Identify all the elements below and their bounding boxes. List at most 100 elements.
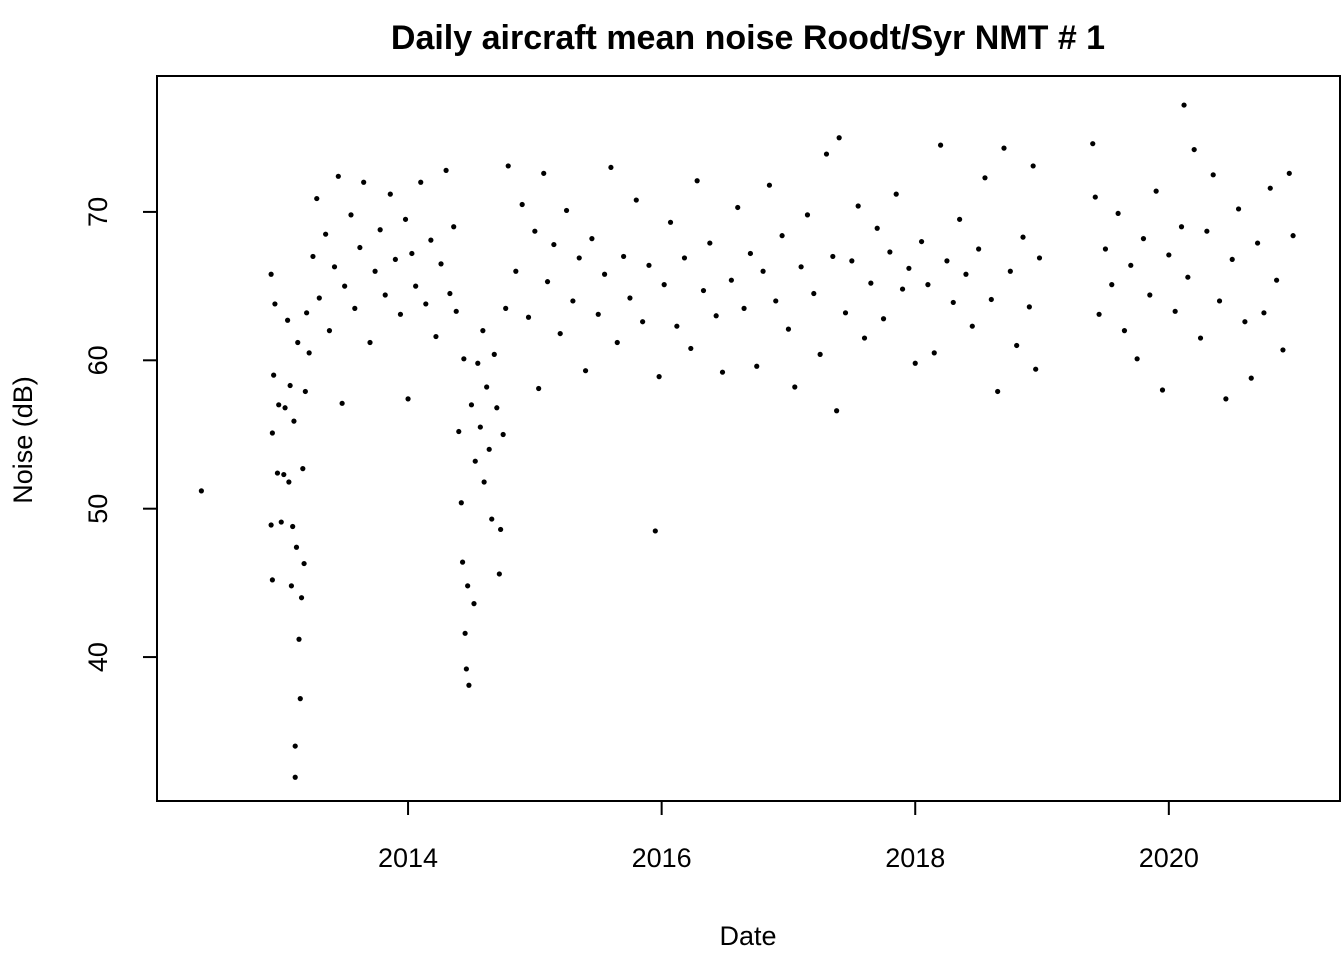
point [291, 418, 297, 424]
point [811, 290, 817, 297]
point [681, 255, 688, 261]
point [937, 142, 944, 148]
point [1286, 170, 1292, 176]
point [1261, 310, 1267, 316]
point [944, 258, 950, 264]
point [728, 277, 734, 283]
point [498, 526, 504, 533]
point [1178, 224, 1185, 230]
point [899, 286, 906, 292]
point [465, 583, 471, 589]
point [1216, 298, 1223, 304]
point [293, 544, 300, 550]
point [418, 179, 424, 185]
point [1134, 356, 1140, 362]
point [1242, 319, 1248, 325]
point [1001, 145, 1007, 151]
point [1290, 233, 1296, 239]
point [284, 317, 291, 323]
point [269, 577, 275, 583]
point [766, 182, 773, 188]
point [300, 466, 306, 472]
point [1014, 342, 1020, 349]
y-axis-label: Noise (dB) [8, 376, 38, 504]
point [1267, 185, 1273, 191]
point [779, 233, 785, 239]
point [451, 224, 457, 230]
point [995, 388, 1001, 395]
point [707, 240, 713, 246]
point [646, 262, 652, 268]
point [652, 528, 658, 534]
point [1109, 282, 1115, 288]
x-tick-label: 2016 [632, 843, 692, 873]
point [627, 295, 633, 301]
point [570, 298, 576, 304]
point [428, 237, 434, 243]
point [282, 405, 288, 411]
point [405, 396, 411, 402]
point [760, 268, 766, 274]
point [804, 212, 811, 218]
point [198, 488, 204, 494]
point [402, 216, 409, 222]
point [438, 261, 444, 267]
point [868, 280, 874, 286]
point [925, 282, 931, 288]
point [557, 330, 563, 337]
point [798, 264, 804, 270]
point [1090, 141, 1096, 147]
point [316, 295, 322, 301]
point [392, 256, 398, 263]
point [1254, 240, 1261, 246]
point [633, 197, 639, 203]
point [342, 283, 348, 289]
point [1235, 206, 1242, 212]
point [461, 356, 467, 362]
point [443, 167, 449, 173]
point [1030, 163, 1036, 169]
point [614, 339, 620, 346]
point [963, 271, 969, 277]
point [1128, 262, 1134, 268]
point [1204, 228, 1210, 234]
point [754, 363, 760, 369]
point [747, 250, 754, 257]
point [295, 339, 301, 346]
point [1033, 366, 1039, 372]
point [823, 151, 830, 157]
point [849, 258, 855, 264]
point [1197, 335, 1204, 341]
point [887, 249, 893, 255]
point [306, 350, 312, 356]
point [484, 384, 490, 390]
point [785, 326, 792, 332]
point [505, 163, 511, 169]
point [477, 424, 483, 430]
point [595, 311, 601, 317]
point [304, 310, 310, 316]
point [519, 201, 525, 208]
point [982, 175, 988, 181]
point [931, 350, 937, 356]
point [387, 191, 393, 197]
point [713, 313, 719, 319]
point [861, 335, 868, 341]
point [1172, 308, 1178, 314]
point [491, 351, 497, 357]
point [893, 191, 899, 197]
point [1181, 102, 1187, 108]
point [423, 301, 429, 307]
point [1147, 292, 1153, 298]
point [352, 305, 358, 311]
point [1092, 194, 1098, 200]
point [976, 246, 982, 252]
point [1185, 274, 1191, 280]
point [287, 382, 293, 389]
point [1115, 210, 1121, 217]
point [268, 522, 274, 528]
point [536, 385, 542, 392]
point [1248, 375, 1254, 381]
point [544, 279, 551, 285]
y-tick-label: 40 [83, 642, 113, 672]
